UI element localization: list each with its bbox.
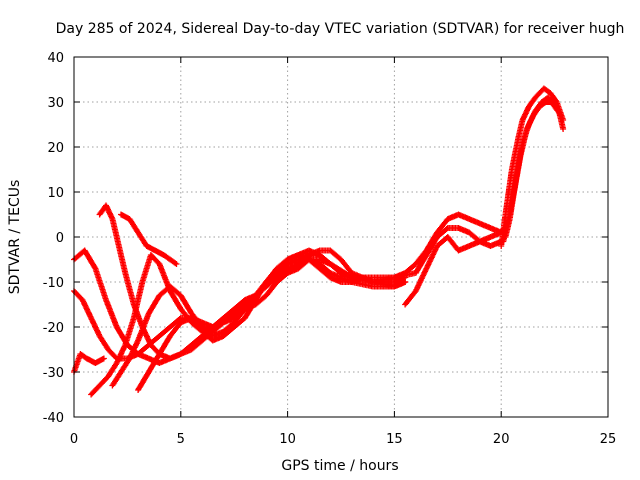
x-tick-label: 20 (493, 432, 510, 447)
series-markers (118, 211, 180, 267)
x-tick-label: 5 (177, 432, 185, 447)
chart-title: Day 285 of 2024, Sidereal Day-to-day VTE… (56, 21, 625, 37)
y-tick-label: 10 (47, 186, 64, 201)
series-markers (402, 220, 511, 308)
y-tick-label: -40 (43, 411, 64, 426)
series-track-7 (135, 252, 409, 393)
tick-layer: 0 5 10 15 20 25 -40 -30 -20 -10 0 10 20 30 40 (43, 51, 617, 447)
y-tick-label: -20 (43, 321, 64, 336)
x-tick-label: 0 (70, 432, 78, 447)
series-markers (71, 351, 107, 375)
series-markers (135, 252, 409, 393)
y-tick-label: -10 (43, 276, 64, 291)
x-tick-label: 15 (386, 432, 403, 447)
series-track-12 (502, 94, 564, 240)
y-tick-label: 40 (47, 51, 64, 66)
data-layer (71, 85, 567, 398)
y-tick-label: -30 (43, 366, 64, 381)
series-track-9 (402, 220, 511, 308)
y-axis-label: SDTVAR / TECUs (7, 180, 23, 295)
y-tick-label: 30 (47, 96, 64, 111)
series-markers (502, 94, 564, 240)
y-tick-label: 20 (47, 141, 64, 156)
series-markers (498, 85, 567, 249)
x-tick-label: 25 (600, 432, 617, 447)
series-track-10 (498, 85, 567, 249)
x-axis-label: GPS time / hours (281, 458, 398, 474)
y-tick-label: 0 (56, 231, 64, 246)
series-track-6 (118, 211, 180, 267)
x-tick-label: 10 (279, 432, 296, 447)
series-track-8 (71, 351, 107, 375)
